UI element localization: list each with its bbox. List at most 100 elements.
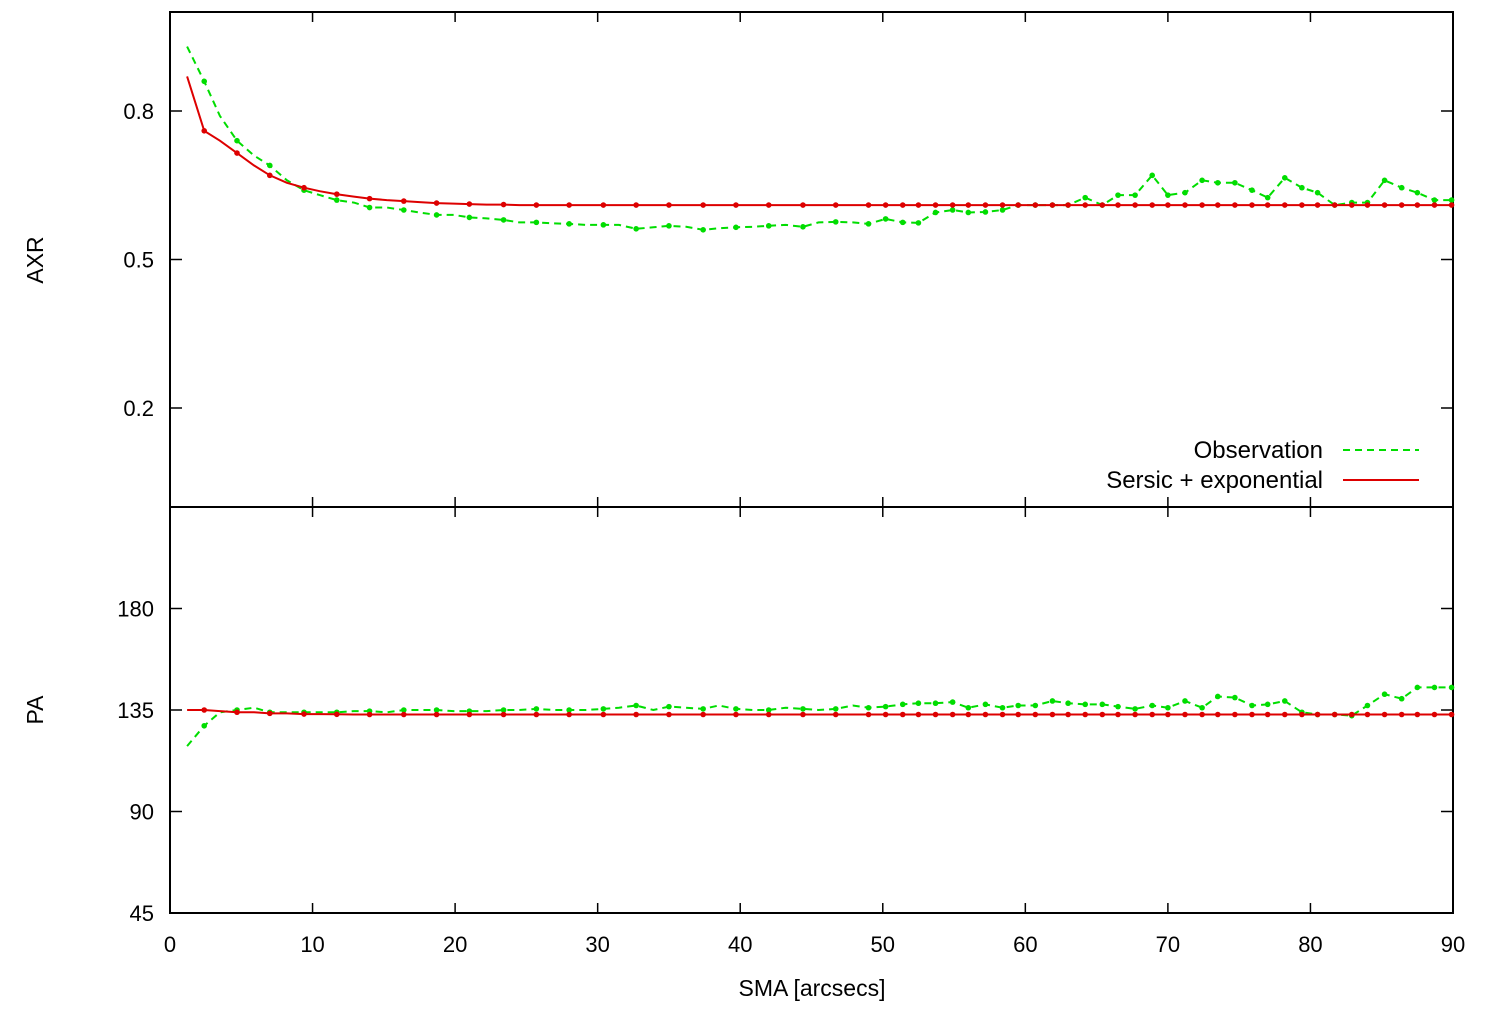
- x-tick-label: 70: [1156, 932, 1180, 957]
- x-axis-label: SMA [arcsecs]: [739, 975, 886, 1001]
- axr-series-sersic-exponential-point: [915, 202, 922, 208]
- pa-series-sersic-exponential-point: [566, 711, 572, 718]
- pa-series-sersic-exponential-point: [1115, 711, 1121, 718]
- axr-series-observation-point: [1214, 179, 1221, 186]
- axr-series-observation-point: [1381, 177, 1388, 184]
- axr-series-sersic-exponential-point: [949, 202, 956, 208]
- pa-series-observation-point: [882, 703, 889, 710]
- axr-series-sersic-exponential-point: [700, 202, 706, 208]
- pa-series-observation-point: [1414, 684, 1421, 691]
- pa-series-observation-point: [1115, 703, 1121, 710]
- pa-series-sersic-exponential-point: [1348, 711, 1355, 718]
- pa-series-observation-point: [1132, 706, 1138, 712]
- pa-series-sersic-exponential-point: [999, 711, 1006, 718]
- pa-series-sersic-exponential-point: [1448, 711, 1455, 718]
- axr-panel: 0.2 0.5 0.8: [123, 11, 1455, 508]
- pa-series-observation-point: [1149, 702, 1156, 709]
- axr-series-observation-point: [333, 197, 340, 203]
- axr-series-sersic-exponential-line: [186, 76, 1452, 207]
- axr-series-sersic-exponential-point: [882, 202, 889, 208]
- pa-series-observation-point: [965, 704, 972, 711]
- y-axis-label-pa: PA: [22, 695, 48, 725]
- x-tick-label: 20: [443, 932, 467, 957]
- axr-series-observation-point: [400, 207, 407, 213]
- axr-series-sersic-exponential-point: [765, 202, 772, 208]
- axr-series-sersic-exponential-point: [1032, 202, 1039, 208]
- pa-series-observation-point: [1381, 691, 1388, 698]
- axr-series-sersic-exponential-point: [1232, 202, 1238, 208]
- pa-series-sersic-exponential-point: [433, 711, 440, 718]
- pa-series-sersic-exponential-point: [666, 711, 672, 718]
- axr-series-sersic-exponential-point: [733, 202, 739, 208]
- pa-series-sersic-exponential-point: [1249, 711, 1255, 718]
- pa-series-sersic-exponential-point: [733, 711, 739, 718]
- pa-series-sersic-exponential-point: [800, 711, 806, 718]
- pa-series-observation-point: [400, 707, 407, 713]
- axr-series-sersic-exponential-point: [1165, 202, 1171, 208]
- pa-series-observation-point: [666, 703, 672, 710]
- axr-series-observation-point: [366, 204, 373, 211]
- axr-series-observation-point: [234, 137, 240, 144]
- axr-series-observation-point: [266, 162, 273, 169]
- axr-series-sersic-exponential-point: [266, 172, 273, 179]
- pa-series-sersic-exponential-point: [234, 709, 240, 716]
- pa-series-observation-point: [865, 704, 872, 711]
- axr-series-observation-point: [1149, 172, 1156, 179]
- axr-series-observation-point: [932, 209, 939, 216]
- axr-series-observation-point: [1182, 189, 1188, 196]
- legend: Observation Sersic + exponential: [1106, 437, 1419, 494]
- pa-series-observation-point: [1249, 702, 1255, 709]
- axr-series-observation-point: [533, 219, 540, 226]
- axr-series-observation-point: [882, 216, 889, 222]
- axr-series-sersic-exponential-point: [1082, 202, 1089, 208]
- pa-series-sersic-exponential-point: [765, 711, 772, 718]
- axr-series-observation-point: [1414, 189, 1421, 196]
- axr-series-sersic-exponential-point: [1414, 202, 1421, 208]
- legend-label-observation: Observation: [1194, 437, 1323, 464]
- axr-series-observation-point: [865, 221, 872, 227]
- axr-series-sersic-exponential-point: [1049, 202, 1056, 208]
- axr-series-sersic-exponential-point: [533, 202, 540, 208]
- pa-y-tick-label: 180: [117, 597, 154, 622]
- axr-series-sersic-exponential-point: [1214, 202, 1221, 208]
- pa-series-observation-point: [1232, 694, 1238, 701]
- pa-series-sersic-exponential-point: [882, 711, 889, 718]
- pa-series-sersic-exponential-point: [1182, 711, 1188, 718]
- axr-series-observation-point: [600, 222, 607, 228]
- axr-series-sersic-exponential-point: [1364, 202, 1371, 208]
- pa-series-observation-point: [1065, 700, 1071, 707]
- pa-series-observation-point: [999, 704, 1006, 711]
- axr-series-observation-point: [800, 224, 806, 230]
- pa-series-observation-point: [1281, 698, 1288, 704]
- pa-series-sersic-exponential-point: [1015, 711, 1022, 718]
- axr-series-sersic-exponential-point: [1182, 202, 1188, 208]
- axr-series-sersic-exponential-point: [234, 150, 240, 156]
- pa-series-observation-point: [1431, 684, 1438, 691]
- axr-series-observation-point: [965, 209, 972, 216]
- axr-series-sersic-exponential-point: [400, 198, 407, 204]
- axr-series-observation-point: [1132, 192, 1138, 198]
- axr-series-sersic-exponential-point: [1015, 202, 1022, 208]
- axr-series-sersic-exponential-point: [1149, 202, 1156, 208]
- axr-series-observation-point: [1082, 194, 1089, 201]
- pa-y-tick-label: 135: [117, 698, 154, 723]
- axr-series-observation-point: [733, 224, 739, 231]
- axr-series-sersic-exponential-point: [999, 202, 1006, 208]
- pa-series-observation-point: [500, 707, 507, 713]
- pa-series-sersic-exponential-point: [400, 711, 407, 718]
- pa-series-sersic-exponential-point: [832, 711, 839, 718]
- axr-series-sersic-exponential-point: [800, 202, 806, 208]
- axr-series-sersic-exponential-point: [965, 202, 972, 208]
- axr-plot-frame: [169, 11, 1454, 508]
- axr-series-sersic-exponential-point: [333, 191, 340, 197]
- x-tick-label: 40: [728, 932, 752, 957]
- axr-series-observation-point: [1299, 184, 1305, 191]
- pa-series-sersic-exponential-point: [1314, 711, 1321, 718]
- x-tick-label: 60: [1013, 932, 1037, 957]
- axr-series-sersic-exponential-point: [932, 202, 939, 208]
- pa-series-sersic-exponential-point: [1199, 711, 1205, 718]
- axr-series-observation-point: [633, 226, 639, 232]
- axr-series-observation-point: [1165, 192, 1171, 198]
- axr-series-sersic-exponential-point: [633, 202, 639, 208]
- x-tick-label: 10: [300, 932, 324, 957]
